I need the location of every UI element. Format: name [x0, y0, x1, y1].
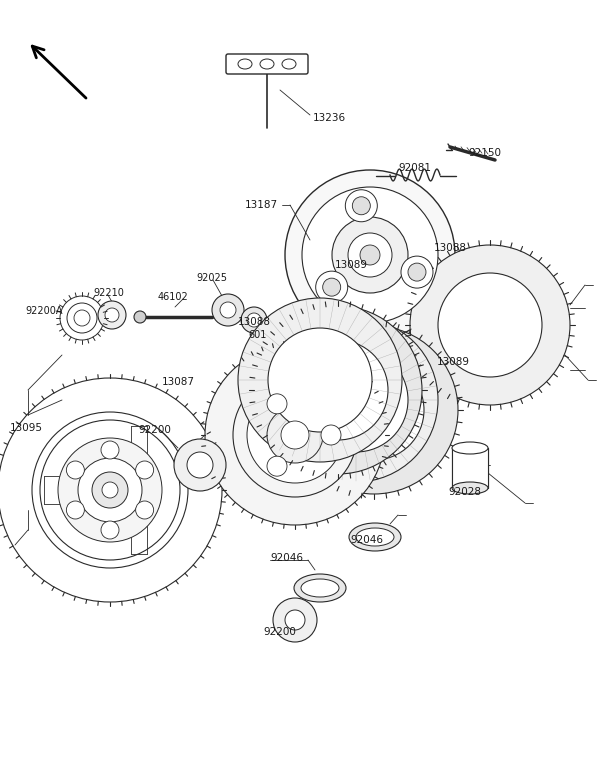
Text: 92200: 92200 — [263, 627, 296, 637]
Circle shape — [281, 421, 309, 449]
FancyBboxPatch shape — [226, 54, 308, 74]
Circle shape — [360, 245, 380, 265]
Circle shape — [268, 328, 372, 432]
Circle shape — [205, 345, 385, 525]
Circle shape — [220, 302, 236, 318]
Circle shape — [60, 296, 104, 340]
Circle shape — [321, 425, 341, 445]
Circle shape — [288, 340, 388, 440]
Circle shape — [212, 294, 244, 326]
Circle shape — [247, 387, 343, 483]
Circle shape — [105, 308, 119, 322]
Circle shape — [136, 461, 154, 479]
Text: 92210: 92210 — [93, 288, 124, 298]
Circle shape — [332, 217, 408, 293]
Circle shape — [267, 407, 323, 463]
Circle shape — [352, 197, 370, 215]
Circle shape — [67, 501, 85, 519]
Circle shape — [0, 378, 222, 602]
Circle shape — [304, 348, 408, 452]
Ellipse shape — [452, 482, 488, 494]
Circle shape — [290, 326, 458, 494]
Text: 46102: 46102 — [158, 292, 189, 302]
Ellipse shape — [260, 59, 274, 69]
Circle shape — [67, 461, 85, 479]
Circle shape — [58, 438, 162, 542]
Text: 13089: 13089 — [335, 260, 368, 270]
Circle shape — [238, 298, 402, 462]
Circle shape — [98, 301, 126, 329]
Circle shape — [187, 452, 213, 478]
Text: 92028: 92028 — [448, 487, 481, 497]
Circle shape — [233, 373, 357, 497]
Circle shape — [324, 360, 424, 460]
Circle shape — [348, 233, 392, 277]
Ellipse shape — [356, 528, 394, 546]
Circle shape — [285, 610, 305, 630]
Circle shape — [247, 313, 261, 327]
Circle shape — [438, 273, 542, 377]
Circle shape — [346, 190, 377, 222]
Circle shape — [274, 318, 438, 482]
Circle shape — [92, 472, 128, 508]
Circle shape — [401, 256, 433, 288]
Circle shape — [267, 394, 287, 414]
Circle shape — [267, 456, 287, 476]
Ellipse shape — [301, 579, 339, 597]
Circle shape — [101, 521, 119, 539]
Circle shape — [316, 271, 347, 303]
Circle shape — [136, 501, 154, 519]
Text: 92025: 92025 — [196, 273, 227, 283]
Text: PartsRepublic: PartsRepublic — [229, 374, 361, 456]
Text: 92046: 92046 — [350, 535, 383, 545]
Text: 92081: 92081 — [398, 163, 431, 173]
Circle shape — [102, 482, 118, 498]
Circle shape — [323, 278, 341, 296]
Text: 92200A: 92200A — [25, 306, 62, 316]
Text: 13187: 13187 — [245, 200, 278, 210]
Circle shape — [134, 311, 146, 323]
Ellipse shape — [294, 574, 346, 602]
Circle shape — [78, 458, 142, 522]
Ellipse shape — [349, 523, 401, 551]
Text: 13089: 13089 — [437, 357, 470, 367]
Bar — [452, 448, 488, 488]
Text: 13095: 13095 — [10, 423, 43, 433]
Ellipse shape — [282, 59, 296, 69]
Text: 601: 601 — [248, 330, 266, 340]
Circle shape — [74, 310, 90, 326]
Text: 92150: 92150 — [468, 148, 501, 158]
Circle shape — [273, 598, 317, 642]
Circle shape — [254, 306, 422, 474]
Ellipse shape — [238, 59, 252, 69]
Text: 13087: 13087 — [162, 377, 195, 387]
Circle shape — [241, 307, 267, 333]
Circle shape — [174, 439, 226, 491]
Text: 13088: 13088 — [434, 243, 467, 253]
Circle shape — [285, 170, 455, 340]
Ellipse shape — [452, 442, 488, 454]
Circle shape — [408, 263, 426, 281]
Text: 13236: 13236 — [313, 113, 346, 123]
Circle shape — [40, 420, 180, 560]
Text: 92046: 92046 — [270, 553, 303, 563]
Text: 13088: 13088 — [238, 317, 271, 327]
Text: 92200: 92200 — [138, 425, 171, 435]
Circle shape — [101, 441, 119, 459]
Circle shape — [410, 245, 570, 405]
Circle shape — [32, 412, 188, 568]
Circle shape — [67, 303, 97, 333]
Circle shape — [302, 187, 438, 323]
